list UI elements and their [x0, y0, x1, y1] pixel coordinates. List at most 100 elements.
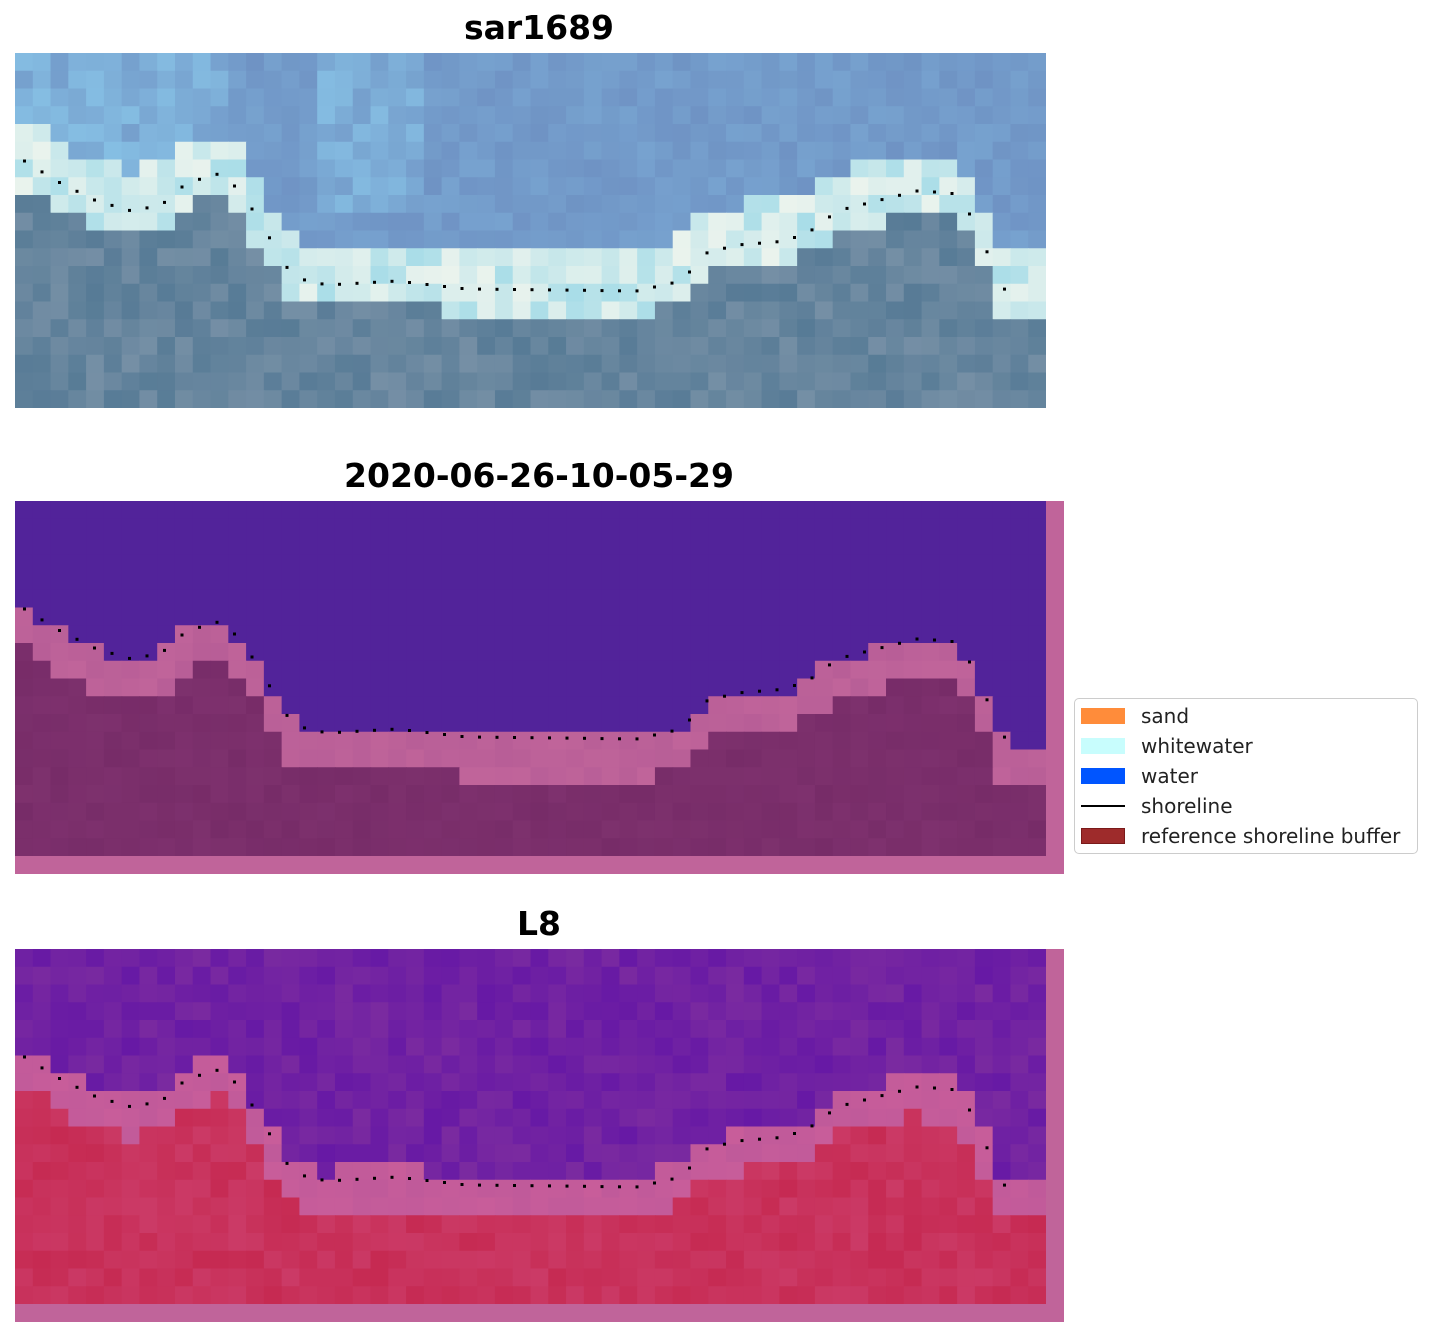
image-pixel: [921, 518, 940, 538]
image-pixel: [139, 1037, 158, 1057]
image-pixel: [921, 390, 940, 408]
image-pixel: [210, 625, 229, 644]
image-pixel: [779, 785, 798, 804]
image-pixel: [174, 212, 194, 232]
image-pixel: [726, 1126, 745, 1145]
image-pixel: [708, 124, 727, 143]
shoreline-point: [75, 1085, 79, 1089]
image-pixel: [68, 106, 87, 125]
image-pixel: [441, 1233, 460, 1252]
image-pixel: [50, 1162, 69, 1181]
image-pixel: [352, 838, 372, 857]
image-pixel: [637, 731, 656, 751]
image-pixel: [103, 230, 123, 249]
water-swatch: [1081, 768, 1125, 784]
image-pixel: [921, 984, 940, 1003]
image-pixel: [743, 106, 763, 125]
shoreline-point: [688, 270, 691, 274]
image-pixel: [530, 248, 549, 267]
image-pixel: [210, 319, 229, 338]
image-pixel: [228, 88, 247, 107]
image-pixel: [583, 1250, 603, 1270]
image-pixel: [548, 554, 567, 573]
image-pixel: [939, 230, 958, 249]
image-pixel: [903, 1162, 923, 1181]
image-pixel: [477, 1091, 496, 1110]
image-pixel: [406, 354, 425, 374]
image-pixel: [68, 1020, 87, 1039]
buffer-edge-bottom: [15, 1304, 1064, 1322]
image-pixel: [459, 554, 478, 573]
image-pixel: [174, 785, 194, 804]
image-pixel: [139, 230, 158, 249]
image-pixel: [50, 1126, 69, 1145]
image-pixel: [530, 1091, 549, 1110]
image-pixel: [139, 1197, 158, 1216]
image-pixel: [157, 301, 176, 320]
image-pixel: [939, 1179, 958, 1199]
image-pixel: [174, 1233, 194, 1252]
shoreline-point: [933, 190, 936, 194]
image-pixel: [619, 643, 638, 662]
image-pixel: [103, 70, 123, 90]
image-pixel: [494, 301, 514, 320]
image-pixel: [601, 785, 620, 804]
image-pixel: [797, 283, 816, 303]
image-pixel: [423, 1215, 443, 1234]
image-pixel: [68, 554, 87, 573]
image-pixel: [210, 1197, 229, 1216]
image-pixel: [477, 1197, 496, 1216]
image-pixel: [121, 643, 141, 662]
image-pixel: [228, 212, 247, 232]
image-pixel: [761, 767, 780, 786]
image-pixel: [708, 301, 727, 320]
image-pixel: [157, 949, 176, 968]
image-pixel: [886, 518, 905, 538]
image-pixel: [174, 1020, 194, 1039]
image-pixel: [459, 1020, 478, 1039]
image-pixel: [121, 1162, 141, 1181]
image-pixel: [939, 248, 958, 267]
image-pixel: [246, 518, 265, 538]
image-pixel: [441, 785, 460, 804]
image-pixel: [441, 1250, 460, 1270]
image-pixel: [601, 554, 620, 573]
image-pixel: [974, 248, 994, 267]
image-pixel: [1028, 212, 1046, 232]
image-pixel: [246, 301, 265, 320]
image-pixel: [903, 230, 923, 249]
image-pixel: [726, 643, 745, 662]
image-pixel: [548, 820, 567, 839]
image-pixel: [50, 949, 69, 968]
image-pixel: [548, 354, 567, 374]
shoreline-point: [898, 193, 901, 197]
image-pixel: [583, 1108, 603, 1128]
image-pixel: [441, 106, 460, 125]
shoreline-point: [793, 1132, 796, 1135]
image-pixel: [530, 1197, 549, 1216]
image-pixel: [334, 949, 354, 968]
image-pixel: [174, 1197, 194, 1216]
image-pixel: [174, 696, 194, 715]
image-pixel: [903, 696, 923, 715]
image-pixel: [317, 802, 336, 822]
image-pixel: [1010, 501, 1029, 520]
image-pixel: [672, 159, 692, 178]
image-pixel: [530, 390, 549, 408]
image-pixel: [334, 785, 354, 804]
image-pixel: [974, 1073, 994, 1092]
image-pixel: [690, 518, 709, 538]
image-pixel: [726, 124, 745, 143]
image-pixel: [619, 1286, 638, 1305]
image-pixel: [423, 554, 443, 573]
image-pixel: [957, 124, 976, 143]
image-pixel: [246, 966, 265, 986]
image-pixel: [441, 660, 460, 680]
shoreline-point: [775, 240, 779, 244]
image-pixel: [957, 141, 976, 161]
image-pixel: [423, 1268, 443, 1287]
image-pixel: [299, 714, 318, 733]
image-pixel: [281, 820, 301, 839]
image-pixel: [246, 572, 265, 591]
image-pixel: [299, 589, 318, 609]
